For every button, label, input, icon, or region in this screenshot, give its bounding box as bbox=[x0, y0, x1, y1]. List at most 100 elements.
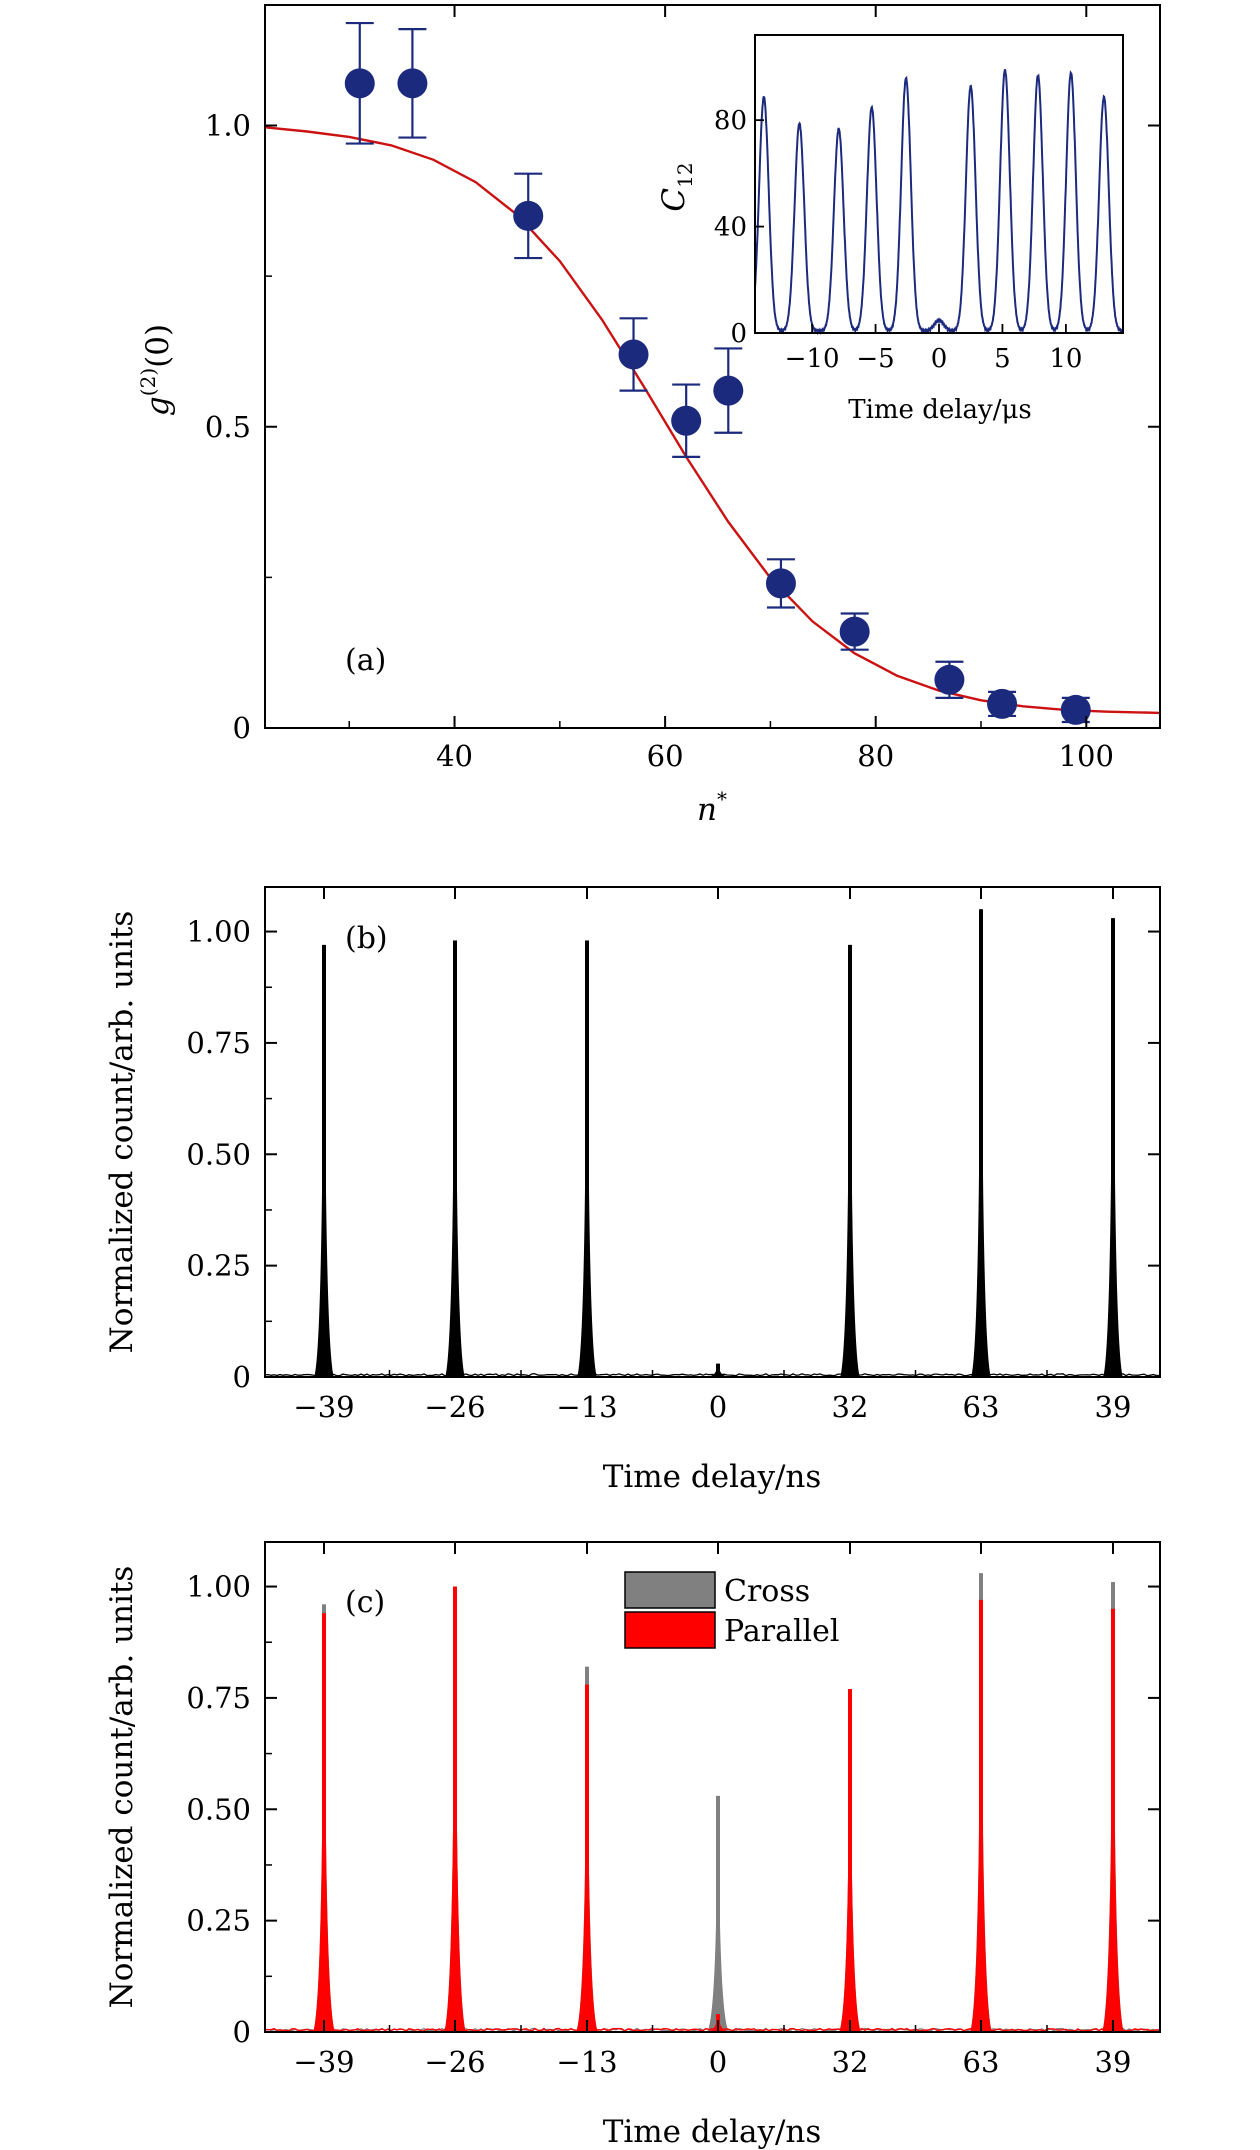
x-tick-label: 32 bbox=[832, 1390, 869, 1424]
peak bbox=[1103, 918, 1123, 1377]
x-tick-label: 39 bbox=[1095, 2045, 1132, 2079]
data-point bbox=[765, 558, 796, 609]
plot-frame-b bbox=[264, 886, 1161, 1378]
peak bbox=[971, 909, 991, 1377]
inset-y-tick-label: 0 bbox=[730, 319, 747, 349]
data-point bbox=[987, 688, 1018, 719]
y-tick-label-a: 0.5 bbox=[205, 410, 251, 444]
peak bbox=[840, 944, 860, 1377]
y-tick-label: 0.25 bbox=[186, 1249, 251, 1283]
inset-y-tick-label: 40 bbox=[714, 213, 747, 243]
x-tick-label: −39 bbox=[293, 1390, 354, 1424]
baseline-parallel bbox=[265, 2027, 1160, 2032]
x-tick-label: 32 bbox=[832, 2045, 869, 2079]
peak-parallel bbox=[444, 1586, 466, 2032]
inset-x-tick-label: 0 bbox=[931, 344, 948, 374]
x-tick-label: 0 bbox=[709, 2045, 727, 2079]
data-point bbox=[713, 347, 744, 434]
legend-swatch-parallel bbox=[624, 1611, 716, 1649]
x-tick-label: −13 bbox=[556, 1390, 617, 1424]
peak-parallel bbox=[313, 1613, 335, 2032]
data-point bbox=[839, 612, 870, 651]
point-marker bbox=[1060, 694, 1091, 725]
x-axis-label-c: Time delay/ns bbox=[603, 2114, 822, 2150]
x-tick-label: 39 bbox=[1095, 1390, 1132, 1424]
data-point bbox=[618, 317, 649, 392]
y-axis-label-a: g(2)(0) bbox=[136, 324, 176, 416]
inset-x-label: Time delay/μs bbox=[848, 395, 1032, 425]
point-marker bbox=[344, 68, 375, 99]
x-tick-label: 63 bbox=[963, 1390, 1000, 1424]
inset-x-tick-label: −10 bbox=[785, 344, 840, 374]
data-point bbox=[1060, 694, 1091, 725]
panel-c: −39 −26 −13 0 32 63 39 0 0.25 0.50 0.75 1.00 (c) Cr… bbox=[104, 1541, 1161, 2150]
inset-chart: −10 −5 0 5 10 0 40 80 C12 Time delay/μs bbox=[656, 34, 1124, 425]
peak bbox=[577, 940, 597, 1377]
x-tick-label: 0 bbox=[709, 1390, 727, 1424]
panel-label-b: (b) bbox=[345, 921, 388, 956]
point-marker bbox=[839, 616, 870, 647]
y-axis-label-c: Normalized count/arb. units bbox=[104, 1566, 140, 2009]
peak-cross bbox=[707, 1795, 729, 2032]
data-point bbox=[344, 21, 375, 145]
x-tick-label-a: 100 bbox=[1059, 739, 1114, 773]
x-tick-label-a: 80 bbox=[857, 739, 894, 773]
x-tick-label: −26 bbox=[424, 2045, 485, 2079]
y-tick-label: 0.25 bbox=[186, 1904, 251, 1938]
point-marker bbox=[713, 375, 744, 406]
y-tick-label: 0 bbox=[233, 2015, 251, 2049]
legend-swatch-cross bbox=[624, 1571, 716, 1609]
y-axis-label-b: Normalized count/arb. units bbox=[104, 911, 140, 1354]
data-point bbox=[934, 660, 965, 699]
point-marker bbox=[765, 568, 796, 599]
inset-trace bbox=[754, 69, 1124, 336]
point-marker bbox=[934, 664, 965, 695]
x-tick-label: −13 bbox=[556, 2045, 617, 2079]
point-marker bbox=[397, 68, 428, 99]
inset-background bbox=[755, 35, 1123, 333]
data-point bbox=[671, 383, 702, 458]
x-tick-label: −39 bbox=[293, 2045, 354, 2079]
peak bbox=[314, 944, 334, 1377]
y-tick-label-a: 0 bbox=[233, 711, 251, 745]
x-axis-label-b: Time delay/ns bbox=[603, 1459, 822, 1495]
x-tick-label: −26 bbox=[424, 1390, 485, 1424]
y-tick-label: 0.75 bbox=[186, 1026, 251, 1060]
data-point bbox=[513, 172, 544, 260]
point-marker bbox=[618, 339, 649, 370]
data-point bbox=[397, 28, 428, 139]
peak-parallel bbox=[970, 1599, 992, 2032]
point-marker bbox=[987, 688, 1018, 719]
legend: Cross Parallel bbox=[624, 1571, 840, 1649]
x-tick-label: 63 bbox=[963, 2045, 1000, 2079]
inset-x-tick-label: −5 bbox=[856, 344, 894, 374]
x-tick-label-a: 60 bbox=[647, 739, 684, 773]
legend-label-cross: Cross bbox=[724, 1574, 810, 1609]
x-axis-label-a: n* bbox=[697, 787, 727, 828]
y-tick-label-a: 1.0 bbox=[205, 109, 251, 143]
y-tick-label: 0.50 bbox=[186, 1137, 251, 1171]
plot-frame-a bbox=[264, 4, 1161, 729]
panel-label-c: (c) bbox=[345, 1585, 385, 1620]
point-marker bbox=[671, 405, 702, 436]
y-tick-label: 1.00 bbox=[186, 915, 251, 949]
peak-parallel bbox=[576, 1684, 598, 2032]
inset-y-tick-label: 80 bbox=[714, 106, 747, 136]
x-tick-label-a: 40 bbox=[436, 739, 473, 773]
y-tick-label: 0 bbox=[233, 1360, 251, 1394]
peak-parallel bbox=[839, 1688, 861, 2032]
panel-b: −39 −26 −13 0 32 63 39 0 0.25 0.50 0.75 1.00 (b) Ti… bbox=[104, 886, 1161, 1495]
legend-label-parallel: Parallel bbox=[724, 1614, 840, 1649]
inset-x-tick-label: 5 bbox=[994, 344, 1011, 374]
peak bbox=[445, 940, 465, 1377]
peak-parallel bbox=[1102, 1608, 1124, 2032]
inset-x-tick-label: 10 bbox=[1049, 344, 1082, 374]
y-tick-label: 0.75 bbox=[186, 1681, 251, 1715]
panel-label-a: (a) bbox=[345, 643, 386, 678]
baseline-trace bbox=[265, 1373, 1160, 1377]
plot-frame-c bbox=[264, 1541, 1161, 2033]
inset-y-label: C12 bbox=[656, 162, 697, 211]
point-marker bbox=[513, 200, 544, 231]
